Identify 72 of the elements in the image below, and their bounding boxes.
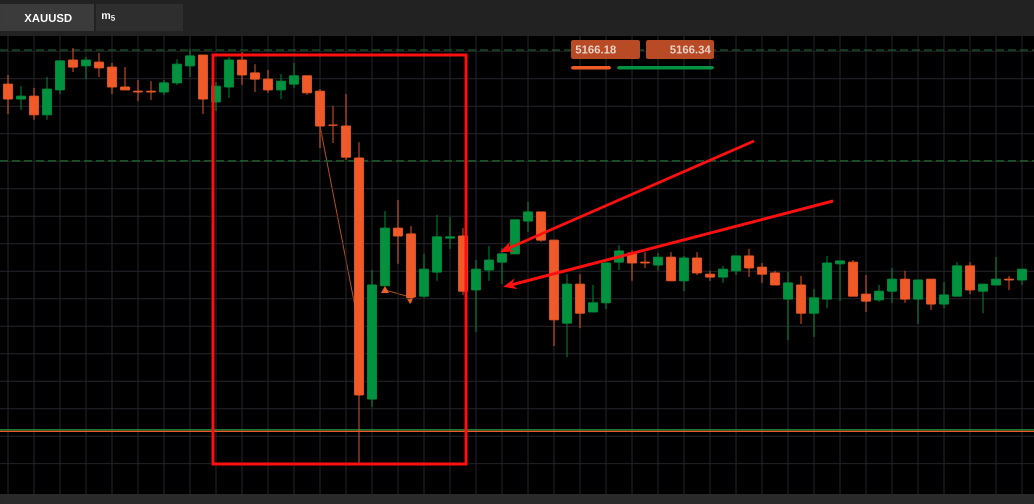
candlestick (302, 75, 312, 96)
candlestick (887, 267, 897, 304)
candlestick (471, 259, 481, 333)
candlestick (861, 274, 871, 313)
candlestick (731, 255, 741, 276)
candlestick (679, 255, 689, 292)
candlestick (913, 279, 923, 325)
candlestick (68, 47, 78, 73)
candlestick (783, 271, 793, 341)
candlestick (289, 62, 299, 89)
candlestick (172, 58, 182, 86)
candlestick (991, 256, 1001, 286)
candlestick (237, 51, 247, 86)
candlestick (419, 253, 429, 299)
candlestick (770, 270, 780, 286)
candlestick (549, 239, 559, 347)
candlestick (965, 261, 975, 295)
text: m$_{5}$ (101, 13, 115, 21)
candlestick (757, 262, 767, 284)
candlestick (263, 69, 273, 94)
candlestick (692, 251, 702, 276)
candlestick (575, 273, 585, 329)
candlestick (848, 259, 858, 297)
candlestick (185, 48, 195, 78)
candlestick (380, 210, 390, 287)
candlestick (926, 278, 936, 311)
candlestick (874, 284, 884, 303)
candlestick (1017, 268, 1027, 286)
candlestick (705, 270, 715, 282)
candlestick (744, 248, 754, 278)
candlestick (250, 63, 260, 93)
candlestick (978, 283, 988, 314)
candlestick (393, 199, 403, 265)
candlestick (133, 79, 143, 102)
candlestick (497, 247, 507, 285)
candlestick (146, 80, 156, 101)
candlestick (16, 85, 26, 111)
candlestick (900, 270, 910, 304)
candlestick (276, 73, 286, 100)
candlestick (562, 273, 572, 358)
candlestick (952, 261, 962, 297)
candlestick (484, 245, 494, 282)
candlestick (94, 52, 104, 78)
candlestick (81, 56, 91, 80)
annotation: 5166.18 (575, 45, 616, 54)
candlestick (666, 251, 676, 282)
candlestick (29, 87, 39, 121)
candlestick (120, 66, 130, 91)
candlestick (835, 260, 845, 302)
candlestick (445, 216, 455, 250)
candlestick (341, 93, 351, 161)
candlestick (198, 54, 208, 115)
chart-title: XAUUSD (24, 14, 72, 23)
annotation: 5166.34 (670, 45, 711, 54)
candlestick (432, 214, 442, 282)
candlestick (939, 281, 949, 309)
candlestick (55, 60, 65, 95)
candlestick (523, 201, 533, 233)
candlestick (718, 265, 728, 284)
candlestick (42, 76, 52, 121)
candlestick (640, 251, 650, 269)
candlestick (224, 56, 234, 99)
candlestick (601, 262, 611, 310)
candlestick (653, 252, 663, 272)
candlestick (1004, 275, 1014, 291)
candlestick (809, 288, 819, 338)
candlestick (822, 255, 832, 309)
candlestick (796, 275, 806, 325)
candlestick (588, 284, 598, 313)
candlestick (159, 79, 169, 96)
candlestick (107, 62, 117, 95)
candlestick (3, 74, 13, 115)
